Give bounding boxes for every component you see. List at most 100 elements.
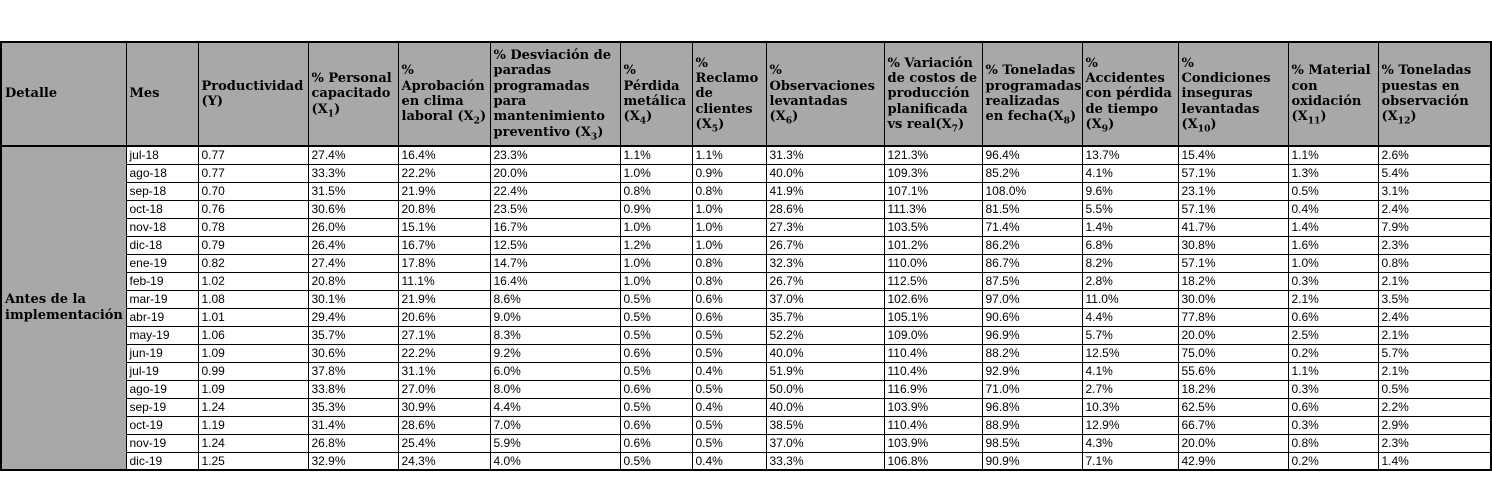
value-cell: 2.9% bbox=[1377, 415, 1492, 435]
column-header-0: Detalle bbox=[0, 41, 127, 147]
value-cell: 32.3% bbox=[765, 253, 885, 273]
value-cell: 5.5% bbox=[1081, 199, 1179, 219]
value-cell: 7.0% bbox=[489, 415, 621, 435]
value-cell: 20.8% bbox=[397, 199, 491, 219]
value-cell: 15.1% bbox=[397, 217, 491, 237]
table-row: ago-18 0.77 33.3% 22.2% 20.0% 1.0% 0.9% 40.0% 10… bbox=[1, 163, 1492, 183]
value-cell: 110.0% bbox=[883, 253, 983, 273]
value-cell: 5.9% bbox=[489, 433, 621, 453]
value-cell: 0.5% bbox=[691, 433, 767, 453]
month-cell: jul-19 bbox=[125, 361, 199, 381]
value-cell: 51.9% bbox=[765, 361, 885, 381]
value-cell: 41.7% bbox=[1177, 217, 1289, 237]
value-cell: 35.7% bbox=[307, 325, 399, 345]
value-cell: 1.0% bbox=[1287, 253, 1379, 273]
value-cell: 2.3% bbox=[1377, 235, 1492, 255]
value-cell: 1.24 bbox=[197, 433, 309, 453]
value-cell: 66.7% bbox=[1177, 415, 1289, 435]
value-cell: 1.1% bbox=[691, 145, 767, 165]
value-cell: 5.7% bbox=[1081, 325, 1179, 345]
value-cell: 0.8% bbox=[691, 253, 767, 273]
value-cell: 6.0% bbox=[489, 361, 621, 381]
value-cell: 0.3% bbox=[1287, 379, 1379, 399]
value-cell: 71.4% bbox=[981, 217, 1083, 237]
value-cell: 22.2% bbox=[397, 343, 491, 363]
table-row: sep-18 0.70 31.5% 21.9% 22.4% 0.8% 0.8% 41.9% 10… bbox=[1, 181, 1492, 201]
value-cell: 0.5% bbox=[691, 379, 767, 399]
value-cell: 23.1% bbox=[1177, 181, 1289, 201]
value-cell: 71.0% bbox=[981, 379, 1083, 399]
value-cell: 81.5% bbox=[981, 199, 1083, 219]
month-cell: abr-19 bbox=[125, 307, 199, 327]
value-cell: 33.8% bbox=[307, 379, 399, 399]
value-cell: 40.0% bbox=[765, 163, 885, 183]
value-cell: 1.4% bbox=[1287, 217, 1379, 237]
value-cell: 9.0% bbox=[489, 307, 621, 327]
value-cell: 26.4% bbox=[307, 235, 399, 255]
value-cell: 10.3% bbox=[1081, 397, 1179, 417]
value-cell: 9.2% bbox=[489, 343, 621, 363]
value-cell: 88.9% bbox=[981, 415, 1083, 435]
value-cell: 35.7% bbox=[765, 307, 885, 327]
value-cell: 0.6% bbox=[619, 343, 693, 363]
value-cell: 37.8% bbox=[307, 361, 399, 381]
value-cell: 1.3% bbox=[1287, 163, 1379, 183]
value-cell: 20.0% bbox=[1177, 325, 1289, 345]
value-cell: 0.8% bbox=[691, 181, 767, 201]
value-cell: 1.19 bbox=[197, 415, 309, 435]
value-cell: 28.6% bbox=[765, 199, 885, 219]
value-cell: 27.3% bbox=[765, 217, 885, 237]
value-cell: 107.1% bbox=[883, 181, 983, 201]
value-cell: 1.0% bbox=[691, 217, 767, 237]
value-cell: 23.5% bbox=[489, 199, 621, 219]
value-cell: 86.2% bbox=[981, 235, 1083, 255]
value-cell: 0.5% bbox=[1377, 379, 1492, 399]
month-cell: dic-19 bbox=[125, 451, 199, 471]
value-cell: 11.1% bbox=[397, 271, 491, 291]
value-cell: 6.8% bbox=[1081, 235, 1179, 255]
value-cell: 20.0% bbox=[489, 163, 621, 183]
value-cell: 42.9% bbox=[1177, 451, 1289, 471]
table-row: mar-19 1.08 30.1% 21.9% 8.6% 0.5% 0.6% 37.0% 102… bbox=[1, 289, 1492, 309]
value-cell: 92.9% bbox=[981, 361, 1083, 381]
value-cell: 106.8% bbox=[883, 451, 983, 471]
value-cell: 0.8% bbox=[1287, 433, 1379, 453]
value-cell: 27.1% bbox=[397, 325, 491, 345]
value-cell: 0.2% bbox=[1287, 343, 1379, 363]
value-cell: 1.25 bbox=[197, 451, 309, 471]
value-cell: 8.3% bbox=[489, 325, 621, 345]
value-cell: 38.5% bbox=[765, 415, 885, 435]
value-cell: 102.6% bbox=[883, 289, 983, 309]
value-cell: 87.5% bbox=[981, 271, 1083, 291]
value-cell: 0.6% bbox=[619, 433, 693, 453]
value-cell: 13.7% bbox=[1081, 145, 1179, 165]
value-cell: 52.2% bbox=[765, 325, 885, 345]
value-cell: 0.5% bbox=[691, 415, 767, 435]
value-cell: 2.5% bbox=[1287, 325, 1379, 345]
value-cell: 103.5% bbox=[883, 217, 983, 237]
value-cell: 5.4% bbox=[1377, 163, 1492, 183]
value-cell: 0.5% bbox=[691, 325, 767, 345]
column-header-2: Productividad (Y) bbox=[197, 41, 309, 147]
value-cell: 1.1% bbox=[1287, 361, 1379, 381]
column-header-7: % Reclamo de clientes (X5) bbox=[691, 41, 767, 147]
value-cell: 0.5% bbox=[691, 343, 767, 363]
value-cell: 116.9% bbox=[883, 379, 983, 399]
value-cell: 12.5% bbox=[1081, 343, 1179, 363]
value-cell: 0.9% bbox=[691, 163, 767, 183]
value-cell: 16.7% bbox=[489, 217, 621, 237]
value-cell: 110.4% bbox=[883, 415, 983, 435]
value-cell: 2.6% bbox=[1377, 145, 1492, 165]
value-cell: 0.76 bbox=[197, 199, 309, 219]
table-row: Antes de la implementación jul-18 0.77 27.4… bbox=[0, 145, 1492, 471]
table-row: may-19 1.06 35.7% 27.1% 8.3% 0.5% 0.5% 52.2% 109… bbox=[1, 325, 1492, 345]
value-cell: 31.4% bbox=[307, 415, 399, 435]
column-header-14: % Toneladas puestas en observación (X12) bbox=[1377, 41, 1492, 147]
value-cell: 4.4% bbox=[489, 397, 621, 417]
value-cell: 30.0% bbox=[1177, 289, 1289, 309]
value-cell: 1.09 bbox=[197, 343, 309, 363]
value-cell: 17.8% bbox=[397, 253, 491, 273]
column-header-1: Mes bbox=[125, 41, 199, 147]
value-cell: 40.0% bbox=[765, 343, 885, 363]
value-cell: 0.79 bbox=[197, 235, 309, 255]
